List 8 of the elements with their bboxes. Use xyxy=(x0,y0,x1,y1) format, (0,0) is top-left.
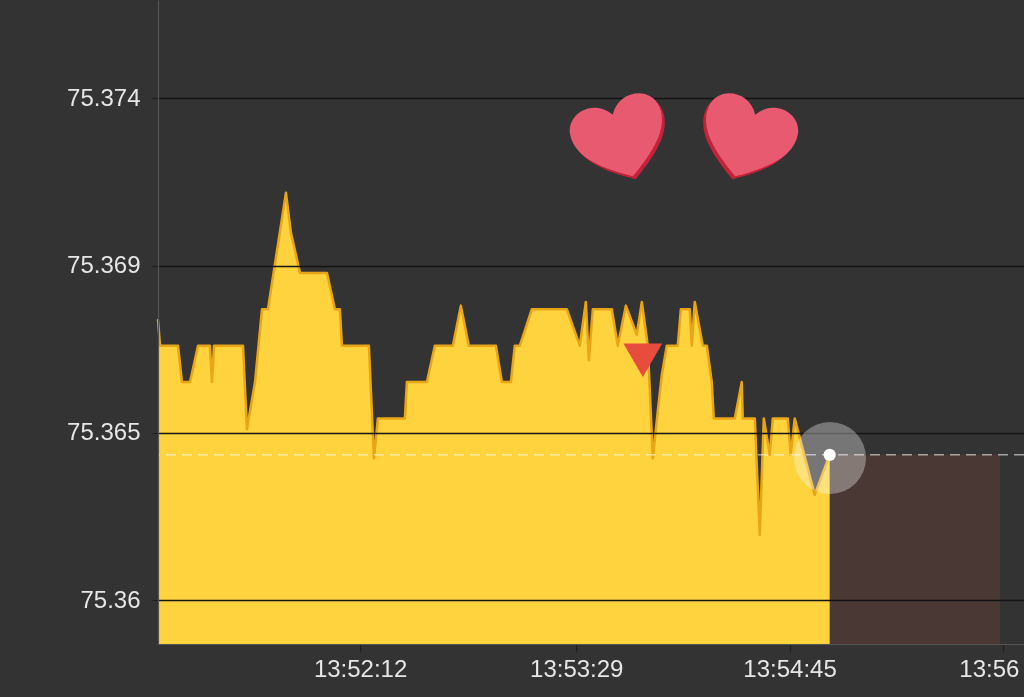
y-tick-label: 75.369 xyxy=(67,251,141,279)
y-tick-label: 75.374 xyxy=(67,83,141,111)
x-tick-label: 13:54:45 xyxy=(743,654,837,682)
x-tick-label: 13:53:29 xyxy=(530,654,624,682)
x-tick-label: 13:52:12 xyxy=(313,654,408,682)
y-tick-label: 75.36 xyxy=(80,585,141,613)
x-tick-label: 13:56 xyxy=(959,654,1020,682)
y-tick-label: 75.365 xyxy=(67,418,141,446)
